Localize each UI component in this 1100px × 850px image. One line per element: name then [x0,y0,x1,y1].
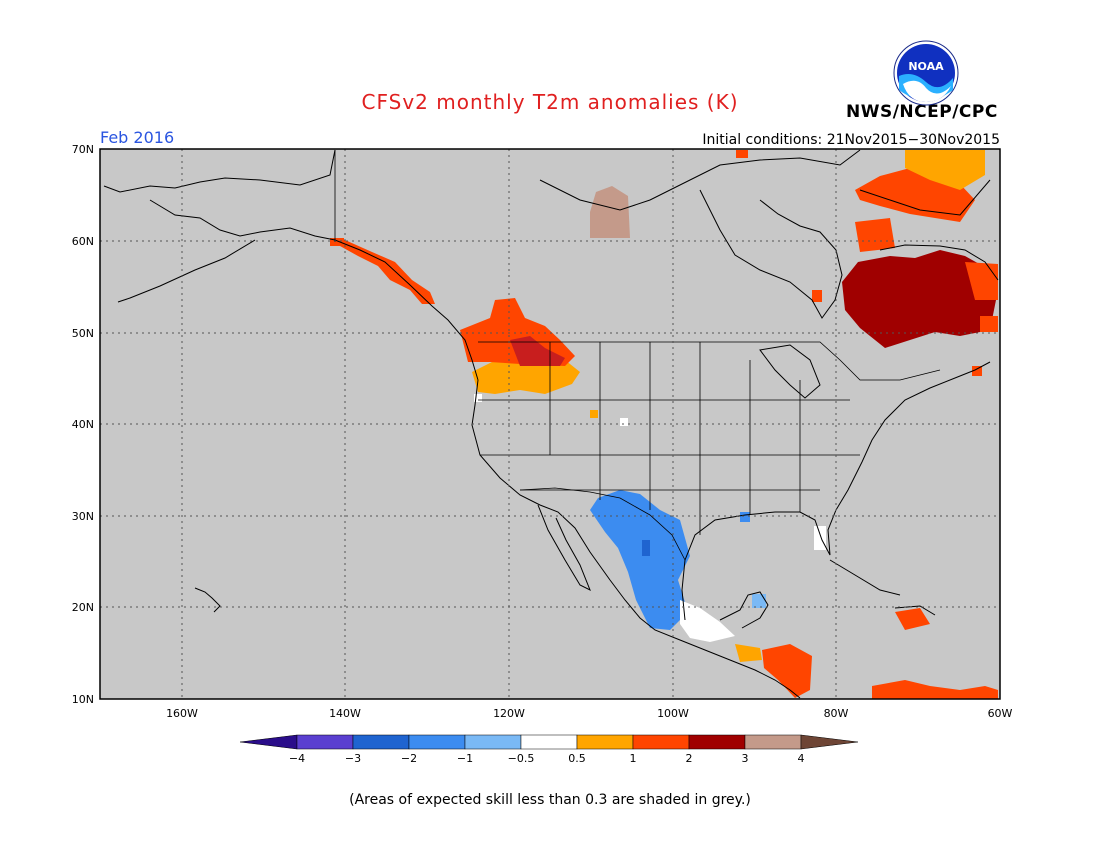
coast-yucatan [719,591,769,629]
lon-label: 100W [657,707,689,720]
map-frame [99,148,1001,700]
legend-tick-label: 2 [686,752,693,765]
patch-caribbean-red [895,608,930,630]
lat-label: 50N [72,327,94,340]
patch-gulf-blue [740,512,750,522]
legend-tick-label: −4 [289,752,305,765]
initial-conditions: Initial conditions: 21Nov2015−30Nov2015 [702,132,1000,148]
coast-hawaii [194,587,221,613]
chart-title: CFSv2 monthly T2m anomalies (K) [361,90,739,114]
legend-tick-label: −1 [457,752,473,765]
coast-cuba [829,559,901,596]
patch-mexico-darkblue [642,540,650,556]
coast-west [471,379,801,699]
lat-label: 30N [72,510,94,523]
patch-quebec-darkred [842,250,996,348]
coast-alaska-pen [117,239,256,303]
lon-label: 160W [166,707,198,720]
legend-swatch [576,734,634,750]
anomaly-patches [330,150,998,699]
legend-swatch [688,734,746,750]
month-label: Feb 2016 [100,128,175,147]
lon-label: 140W [329,707,361,720]
coast-hudson [699,189,843,319]
legend-arrow-low [239,734,298,750]
legend-tick-label: 0.5 [568,752,586,765]
svg-text:NOAA: NOAA [908,60,944,73]
border-us-canada [478,341,941,381]
lon-label: 80W [824,707,849,720]
coast-baffin [859,179,991,216]
patch-nunavut-tan [590,186,630,238]
legend-tick-label: 4 [798,752,805,765]
lat-label: 10N [72,693,94,706]
border-us-mexico [519,487,686,561]
patch-utah-orange [590,410,598,418]
legend-tick-label: −3 [345,752,361,765]
legend-swatch [408,734,466,750]
lat-label: 70N [72,143,94,156]
legend-swatch [520,734,578,750]
anomaly-map: 70N 60N 50N 40N 30N 20N 10N 160W 140W 12… [72,143,1013,765]
lon-label: 120W [493,707,525,720]
patch-mexico-white [680,600,735,642]
patch-alaska-red-2 [330,238,344,246]
coast-hispaniola [894,605,936,616]
legend-swatch [632,734,690,750]
legend-tick-label: −0.5 [508,752,535,765]
patch-wcanada-darkred [510,336,565,366]
patch-baffin-orange [905,150,985,190]
legend-tick-label: 3 [742,752,749,765]
patch-centralam-red [762,644,812,698]
patch-hudson-red [812,290,822,302]
patch-sa-north-red [872,680,998,699]
legend-swatch [744,734,802,750]
legend-tick-label: −2 [401,752,417,765]
lat-label: 20N [72,601,94,614]
skill-footnote: (Areas of expected skill less than 0.3 a… [349,792,751,808]
patch-quebec-red-edge [965,262,998,300]
patch-alaska-panhandle [330,238,435,304]
legend-tick-label: 1 [630,752,637,765]
patch-labrador-red [855,218,895,252]
patch-florida-white [814,526,826,550]
lat-label: 60N [72,235,94,248]
patch-nova-scotia-red [972,366,982,376]
patch-oregon-white [474,394,482,402]
color-legend: −4 −3 −2 −1 −0.5 0.5 1 2 3 4 [239,734,859,765]
coast-great-lakes [759,344,821,399]
coast-gulf [681,361,991,621]
legend-swatch [464,734,522,750]
legend-swatch [296,734,354,750]
longitude-labels: 160W 140W 120W 100W 80W 60W [166,707,1012,720]
patch-yucatan-blue [752,594,766,608]
coast-baja [537,504,591,592]
political-borders [334,150,941,561]
patch-pnw-orange [472,358,580,394]
patch-greenland-red [736,150,748,158]
border-state-b [478,399,860,491]
noaa-logo: NOAA [893,40,959,106]
lon-label: 60W [988,707,1013,720]
lat-label: 40N [72,418,94,431]
coastlines [103,149,999,699]
legend-arrow-high [800,734,859,750]
patch-centralam-orange [735,644,762,662]
coast-labrador [879,244,999,281]
patch-mexico-blue [590,490,690,630]
gridlines [100,149,1000,699]
latitude-labels: 70N 60N 50N 40N 30N 20N 10N [72,143,94,706]
patch-colorado-white [620,418,628,426]
coast-arctic [539,149,861,211]
legend-swatch [352,734,410,750]
border-state-a [549,342,801,535]
patch-quebec-red-south [980,316,998,332]
agency-label: NWS/NCEP/CPC [846,102,998,122]
